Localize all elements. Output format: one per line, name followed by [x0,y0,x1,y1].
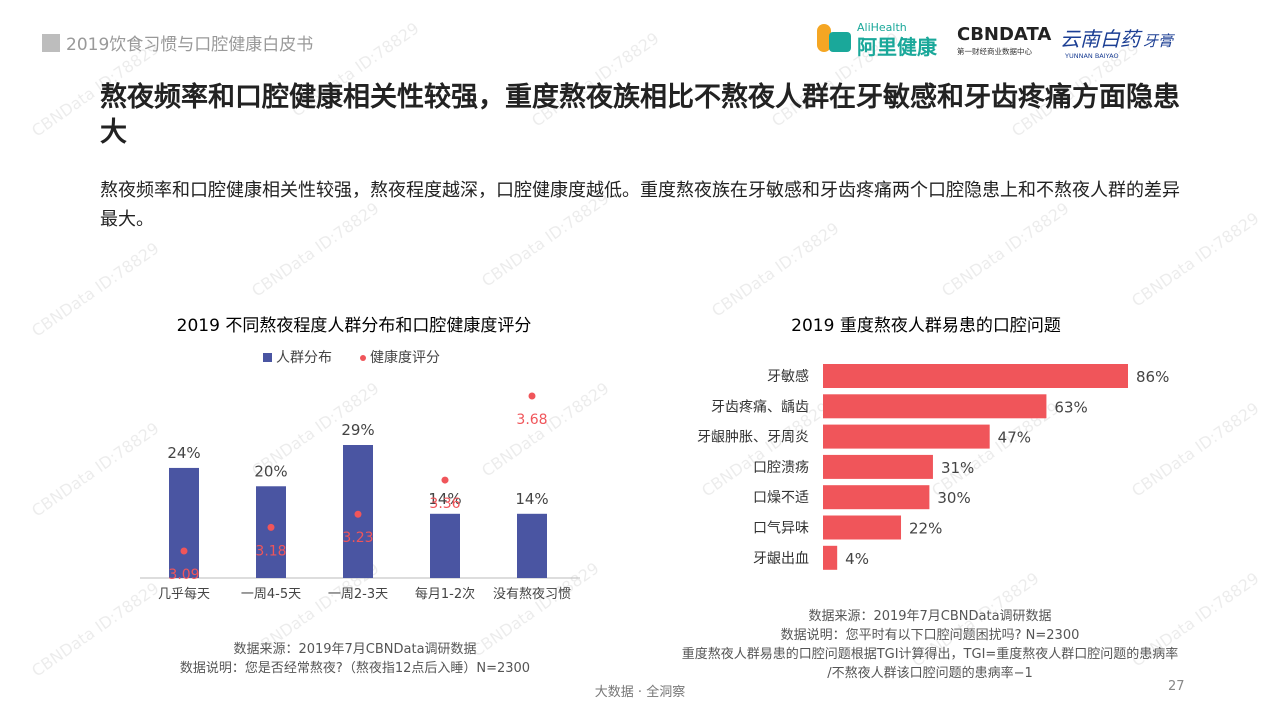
cbndata-sub: 第一财经商业数据中心 [957,46,1032,56]
note-line: 重度熬夜人群易患的口腔问题根据TGI计算得出，TGI=重度熬夜人群口腔问题的患病… [681,647,1179,662]
sleep-chart-title: 2019 不同熬夜程度人群分布和口腔健康度评分 [177,315,532,336]
bar-value-label: 14% [428,490,461,508]
score-dot-4 [441,476,449,484]
problem-bar-3 [823,424,990,449]
page-headline: 熬夜频率和口腔健康相关性较强，重度熬夜族相比不熬夜人群在牙敏感和牙齿疼痛方面隐患… [100,82,1180,148]
note-line: 数据来源：2019年7月CBNData调研数据 [808,609,1052,624]
score-value-label: 3.36 [429,496,460,512]
problem-label: 牙龈肿胀、牙周炎 [697,430,809,446]
category-label: 没有熬夜习惯 [493,586,571,602]
score-value-label: 3.09 [168,567,199,583]
yunnan-baiyao-logo: 云南白药 牙膏 YUNNAN BAIYAO [1060,27,1175,60]
bar-5 [517,513,547,578]
problem-value-label: 63% [1054,398,1087,416]
alihealth-en: AliHealth [857,21,907,34]
problem-chart: 2019 重度熬夜人群易患的口腔问题 牙敏感 86% 牙齿疼痛、龋齿 63% 牙龈肿胀、… [697,315,1169,570]
tag-square-icon [42,33,60,52]
note-line: 数据说明：您平时有以下口腔问题困扰吗? N=2300 [780,628,1080,643]
problem-bar-6 [823,515,902,540]
problem-label: 口气异味 [753,521,809,537]
problem-bar-5 [823,485,930,510]
partner-logos: AliHealth 阿里健康 CBNDATA 第一财经商业数据中心 云南白药 牙… [817,21,1175,60]
problem-label: 牙敏感 [767,368,809,385]
alihealth-cn: 阿里健康 [857,35,938,59]
yunnan-cn: 云南白药 [1060,27,1143,51]
sleep-chart-plot: 24% 3.09 几乎每天 20% 3.18 一周4-5天 29% 3.23 一周2-3天 14%… [140,392,580,602]
yunnan-en: YUNNAN BAIYAO [1064,52,1119,60]
problem-bar-2 [823,394,1047,419]
category-label: 每月1-2次 [415,586,475,602]
legend-dot-swatch [360,355,366,361]
problem-value-label: 31% [941,459,974,477]
bar-value-label: 29% [341,421,374,439]
page-summary: 熬夜频率和口腔健康相关性较强，熬夜程度越深，口腔健康度越低。重度熬夜族在牙敏感和… [100,180,1180,230]
problem-value-label: 86% [1136,368,1169,386]
bar-4 [430,513,460,578]
category-label: 几乎每天 [158,586,210,602]
sleep-chart-legend: 人群分布 健康度评分 [263,349,440,366]
sleep-chart-notes: 数据来源：2019年7月CBNData调研数据数据说明：您是否经常熬夜?（熬夜指… [130,640,580,678]
score-value-label: 3.18 [255,543,286,559]
problem-bar-7 [823,545,838,570]
score-dot-5 [528,392,536,400]
score-value-label: 3.68 [516,412,547,428]
bar-2 [256,486,286,578]
score-dot-1 [180,547,188,555]
problem-bar-4 [823,454,933,479]
document-tag-text: 2019饮食习惯与口腔健康白皮书 [66,35,314,55]
score-value-label: 3.23 [342,530,373,546]
category-label: 一周4-5天 [241,587,301,602]
page-number: 27 [1168,679,1185,694]
problem-label: 牙龈出血 [753,551,809,567]
alihealth-mark-icon-2 [829,32,851,52]
alihealth-logo: AliHealth 阿里健康 [817,21,938,59]
bar-1 [169,467,199,578]
cbndata-name: CBNDATA [957,24,1051,45]
alihealth-mark-icon [817,24,831,52]
problem-value-label: 4% [845,550,869,568]
document-tag: 2019饮食习惯与口腔健康白皮书 [42,30,313,55]
bar-value-label: 14% [515,490,548,508]
legend-bar-swatch [263,353,272,362]
problem-value-label: 47% [998,429,1031,447]
score-dot-2 [267,523,275,531]
problem-value-label: 22% [909,520,942,538]
problem-chart-plot: 牙敏感 86% 牙齿疼痛、龋齿 63% 牙龈肿胀、牙周炎 47% 口腔溃疡 31% 口燥不适 30… [697,364,1169,570]
note-line: /不熬夜人群该口腔问题的患病率−1 [827,666,1033,681]
problem-bar-1 [823,364,1128,388]
sleep-chart: 2019 不同熬夜程度人群分布和口腔健康度评分 人群分布 健康度评分 24% 3.… [140,315,580,602]
legend-bar-label: 人群分布 [276,350,332,366]
note-line: 数据说明：您是否经常熬夜?（熬夜指12点后入睡）N=2300 [179,661,531,676]
cbndata-logo: CBNDATA 第一财经商业数据中心 [957,24,1051,56]
yunnan-product: 牙膏 [1143,32,1175,50]
bar-value-label: 20% [254,462,287,480]
problem-label: 口腔溃疡 [753,460,809,476]
category-label: 一周2-3天 [328,587,388,602]
problem-chart-title: 2019 重度熬夜人群易患的口腔问题 [791,315,1061,336]
problem-label: 牙齿疼痛、龋齿 [711,398,809,415]
legend-dot-label: 健康度评分 [370,349,440,366]
problem-label: 口燥不适 [753,490,809,506]
problem-chart-notes: 数据来源：2019年7月CBNData调研数据数据说明：您平时有以下口腔问题困扰… [650,607,1210,683]
problem-value-label: 30% [937,489,970,507]
footer-slogan: 大数据 · 全洞察 [594,685,686,700]
bar-value-label: 24% [167,444,200,462]
score-dot-3 [354,510,362,518]
note-line: 数据来源：2019年7月CBNData调研数据 [233,642,477,657]
